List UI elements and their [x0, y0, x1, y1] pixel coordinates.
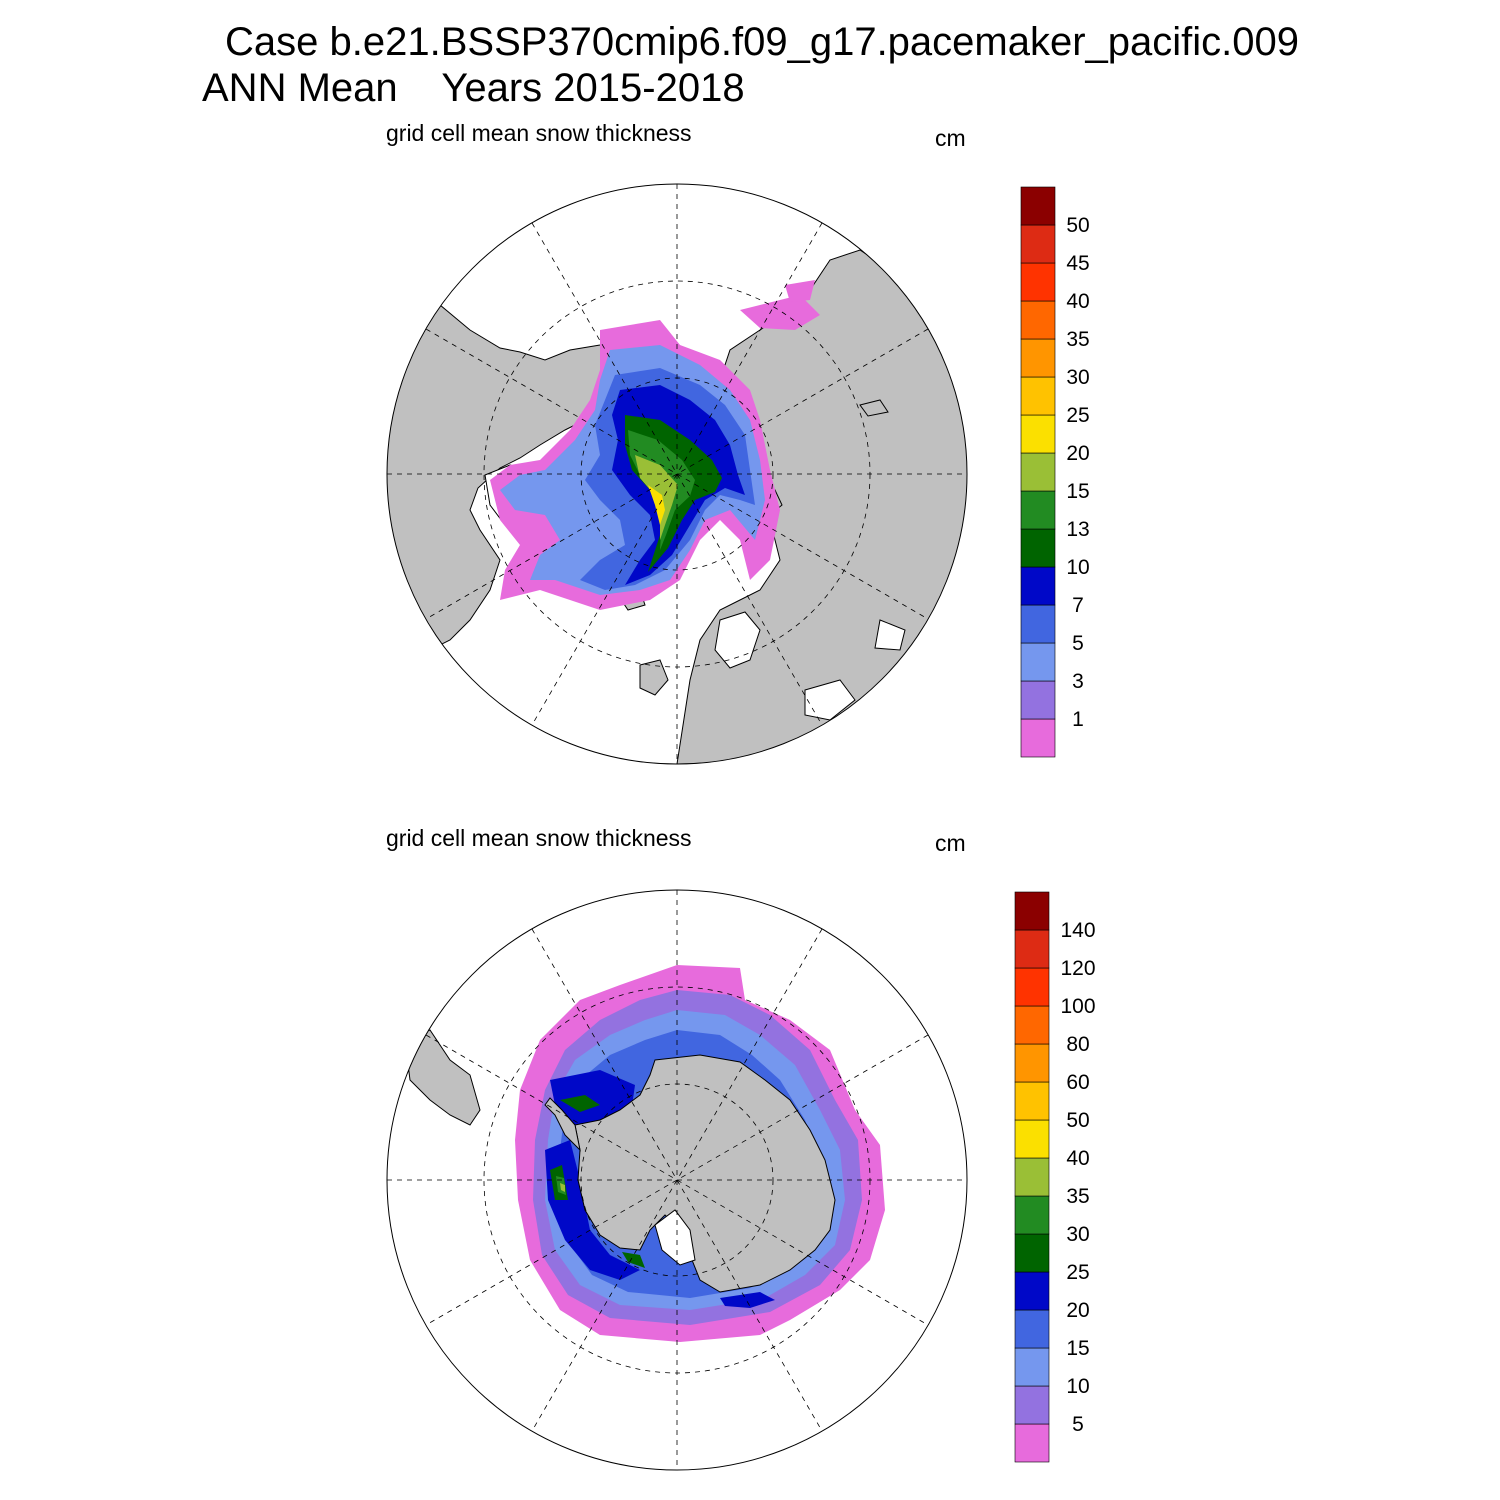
colorbar-swatch: [1014, 967, 1050, 1007]
colorbar-swatch: [1020, 680, 1056, 720]
colorbar-tick-label: 30: [1066, 1223, 1089, 1246]
colorbar-swatch: [1014, 1081, 1050, 1121]
colorbar-swatch: [1014, 1195, 1050, 1235]
colorbar-swatch: [1014, 1347, 1050, 1387]
colorbar-swatch: [1020, 528, 1056, 568]
south-snow-band-6a: [560, 1095, 600, 1112]
south-colorbar: 5 10 15 20 25 30 35 40 50 60 80 100 120 140: [1014, 891, 1096, 1463]
colorbar-swatch: [1020, 718, 1056, 758]
colorbar-swatch: [1020, 566, 1056, 606]
south-polar-map: [386, 889, 968, 1471]
colorbar-swatch: [1020, 300, 1056, 340]
south-snow-band-5b: [545, 1140, 640, 1280]
north-graticule: [387, 184, 967, 764]
north-units-label: cm: [935, 125, 966, 151]
colorbar-swatch: [1014, 929, 1050, 969]
colorbar-swatch: [1014, 1233, 1050, 1273]
colorbar-tick-label: 10: [1066, 1375, 1089, 1398]
colorbar-tick-label: 80: [1066, 1033, 1089, 1056]
colorbar-tick-label: 13: [1066, 518, 1089, 541]
colorbar-tick-label: 15: [1066, 1337, 1089, 1360]
colorbar-tick-label: 25: [1066, 404, 1089, 427]
north-snow-thickness-field: [490, 280, 820, 610]
south-units-label: cm: [935, 830, 966, 856]
colorbar-swatch: [1014, 1385, 1050, 1425]
north-snow-band-1c: [785, 280, 815, 302]
south-landmasses: [404, 1029, 836, 1293]
colorbar-swatch: [1014, 1423, 1050, 1463]
north-snow-band-9: [648, 485, 665, 525]
colorbar-tick-label: 60: [1066, 1071, 1089, 1094]
south-snow-band-6c: [622, 1252, 645, 1268]
colorbar-tick-label: 10: [1066, 556, 1089, 579]
colorbar-tick-label: 1: [1072, 708, 1084, 731]
figure-title-period: ANN Mean Years 2015-2018: [202, 66, 745, 110]
colorbar-swatch: [1020, 604, 1056, 644]
colorbar-tick-label: 30: [1066, 366, 1089, 389]
colorbar-tick-label: 45: [1066, 252, 1089, 275]
colorbar-swatch: [1020, 224, 1056, 264]
colorbar-tick-label: 140: [1060, 919, 1095, 942]
colorbar-swatch: [1020, 186, 1056, 226]
colorbar-tick-label: 100: [1060, 995, 1095, 1018]
south-snow-band-8: [560, 1183, 565, 1192]
colorbar-tick-label: 50: [1066, 214, 1089, 237]
colorbar-tick-label: 5: [1072, 632, 1084, 655]
colorbar-swatch: [1020, 262, 1056, 302]
colorbar-tick-label: 35: [1066, 328, 1089, 351]
colorbar-swatch: [1020, 642, 1056, 682]
colorbar-swatch: [1014, 1309, 1050, 1349]
colorbar-tick-label: 20: [1066, 1299, 1089, 1322]
colorbar-tick-label: 40: [1066, 1147, 1089, 1170]
colorbar-tick-label: 5: [1072, 1413, 1084, 1436]
colorbar-swatch: [1020, 338, 1056, 378]
colorbar-tick-label: 50: [1066, 1109, 1089, 1132]
colorbar-swatch: [1014, 1005, 1050, 1045]
colorbar-tick-label: 35: [1066, 1185, 1089, 1208]
colorbar-swatch: [1014, 1157, 1050, 1197]
south-graticule: [387, 890, 967, 1470]
colorbar-tick-label: 15: [1066, 480, 1089, 503]
colorbar-swatch: [1014, 891, 1050, 931]
colorbar-swatch: [1020, 490, 1056, 530]
colorbar-tick-label: 40: [1066, 290, 1089, 313]
colorbar-tick-label: 120: [1060, 957, 1095, 980]
colorbar-tick-label: 7: [1072, 594, 1084, 617]
colorbar-tick-label: 20: [1066, 442, 1089, 465]
figure-title-case: Case b.e21.BSSP370cmip6.f09_g17.pacemake…: [225, 20, 1300, 64]
north-polar-map: [386, 183, 968, 765]
north-snow-band-1b: [740, 295, 820, 330]
colorbar-swatch: [1014, 1271, 1050, 1311]
colorbar-swatch: [1014, 1043, 1050, 1083]
colorbar-swatch: [1014, 1119, 1050, 1159]
north-panel-label: grid cell mean snow thickness: [386, 120, 692, 146]
colorbar-tick-label: 25: [1066, 1261, 1089, 1284]
south-panel-label: grid cell mean snow thickness: [386, 825, 692, 851]
colorbar-swatch: [1020, 452, 1056, 492]
colorbar-swatch: [1020, 414, 1056, 454]
colorbar-swatch: [1020, 376, 1056, 416]
south-snow-band-5c: [720, 1292, 775, 1308]
colorbar-tick-label: 3: [1072, 670, 1084, 693]
